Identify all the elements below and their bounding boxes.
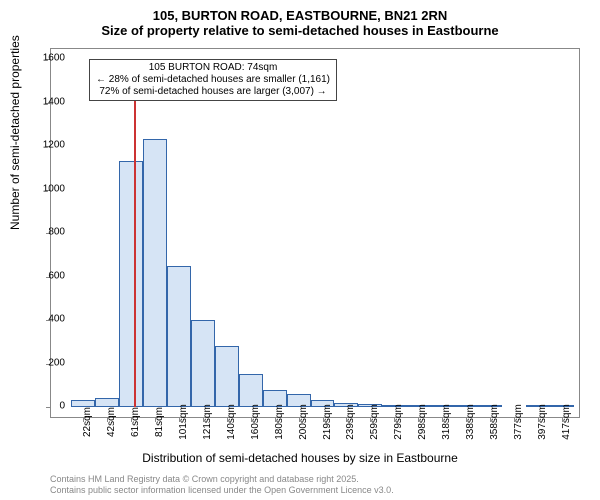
ytick-label: 1000	[35, 183, 65, 194]
xtick-label: 101sqm	[178, 404, 189, 440]
annotation-box: 105 BURTON ROAD: 74sqm ← 28% of semi-det…	[89, 59, 337, 101]
xtick-label: 377sqm	[513, 404, 524, 440]
histogram-bar	[167, 266, 191, 407]
histogram-bar	[119, 161, 143, 407]
xtick-label: 397sqm	[537, 404, 548, 440]
ytick-label: 600	[35, 270, 65, 281]
annotation-line1: 105 BURTON ROAD: 74sqm	[96, 62, 330, 74]
annotation-line2: ← 28% of semi-detached houses are smalle…	[96, 74, 330, 86]
plot-inner	[71, 59, 574, 407]
xtick-label: 22sqm	[82, 407, 93, 437]
xtick-label: 200sqm	[298, 404, 309, 440]
ytick-label: 1200	[35, 140, 65, 151]
ytick-label: 1600	[35, 53, 65, 64]
footer: Contains HM Land Registry data © Crown c…	[50, 474, 394, 496]
annotation-line3: 72% of semi-detached houses are larger (…	[96, 86, 330, 98]
x-axis-label: Distribution of semi-detached houses by …	[0, 451, 600, 465]
xtick-label: 180sqm	[274, 404, 285, 440]
xtick-label: 219sqm	[322, 404, 333, 440]
xtick-label: 61sqm	[130, 407, 141, 437]
xtick-label: 358sqm	[489, 404, 500, 440]
footer-line1: Contains HM Land Registry data © Crown c…	[50, 474, 394, 485]
ytick-label: 200	[35, 357, 65, 368]
histogram-bar	[143, 139, 167, 407]
xtick-label: 42sqm	[106, 407, 117, 437]
ytick-label: 800	[35, 227, 65, 238]
xtick-label: 298sqm	[417, 404, 428, 440]
xtick-label: 140sqm	[226, 404, 237, 440]
xtick-label: 338sqm	[465, 404, 476, 440]
chart-area: 105 BURTON ROAD: 74sqm ← 28% of semi-det…	[50, 48, 580, 418]
marker-line	[134, 59, 136, 407]
chart-container: 105, BURTON ROAD, EASTBOURNE, BN21 2RN S…	[0, 0, 600, 500]
xtick-label: 121sqm	[202, 404, 213, 440]
xtick-label: 279sqm	[393, 404, 404, 440]
y-axis-label: Number of semi-detached properties	[8, 35, 22, 230]
histogram-bar	[191, 320, 215, 407]
histogram-bar	[215, 346, 239, 407]
title-main: 105, BURTON ROAD, EASTBOURNE, BN21 2RN	[0, 0, 600, 23]
xtick-label: 160sqm	[250, 404, 261, 440]
ytick-label: 400	[35, 314, 65, 325]
xtick-label: 318sqm	[441, 404, 452, 440]
xtick-label: 239sqm	[345, 404, 356, 440]
histogram-bar	[239, 374, 263, 407]
footer-line2: Contains public sector information licen…	[50, 485, 394, 496]
ytick-label: 1400	[35, 96, 65, 107]
ytick-label: 0	[35, 401, 65, 412]
histogram-bar	[95, 398, 119, 407]
xtick-label: 417sqm	[561, 404, 572, 440]
title-sub: Size of property relative to semi-detach…	[0, 23, 600, 42]
xtick-label: 259sqm	[369, 404, 380, 440]
xtick-label: 81sqm	[154, 407, 165, 437]
